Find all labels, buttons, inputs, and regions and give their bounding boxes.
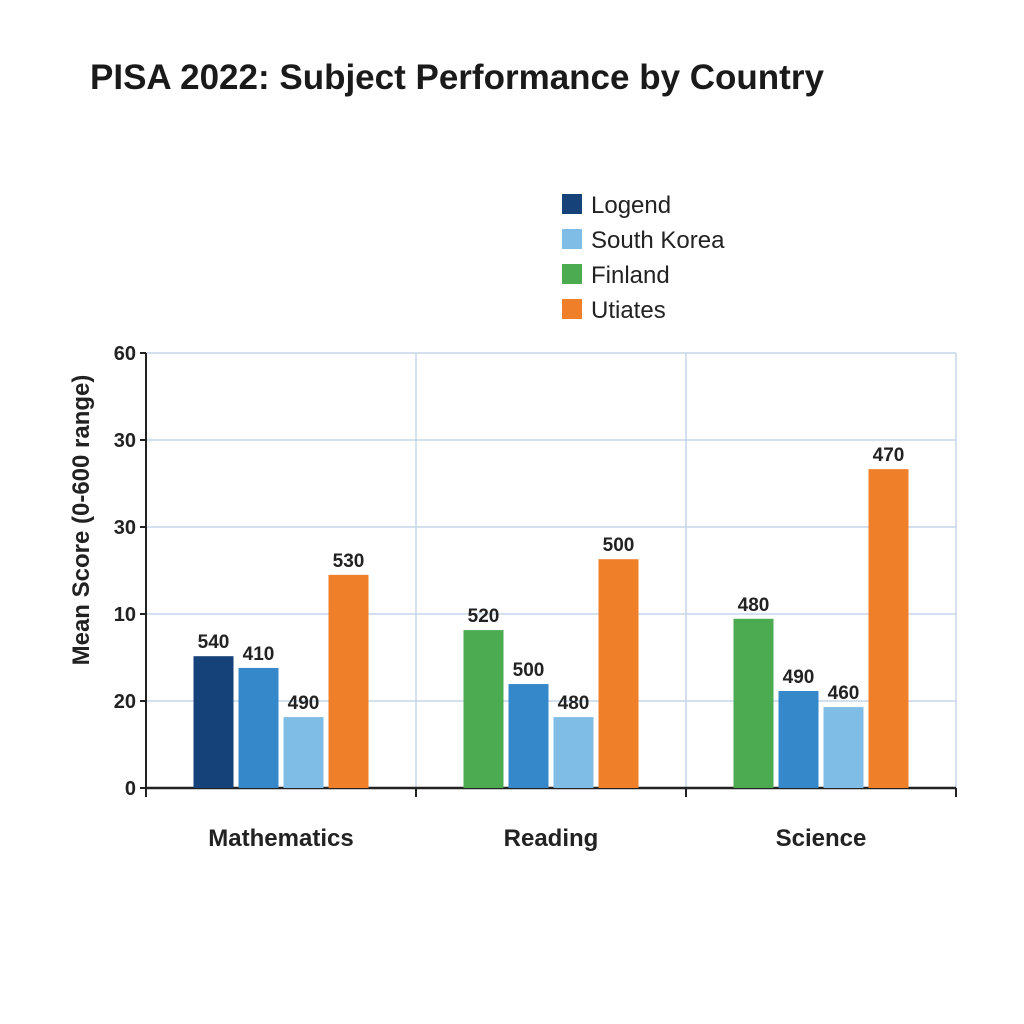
y-tick-label: 30 <box>114 430 136 452</box>
data-label: 410 <box>243 644 275 665</box>
data-label: 540 <box>198 632 230 653</box>
y-tick-label: 10 <box>114 604 136 626</box>
legend-label: Utiates <box>591 297 666 324</box>
bar-science <box>823 707 864 788</box>
bar-science <box>778 690 819 788</box>
legend-label: Logend <box>591 192 671 219</box>
x-category-label: Mathematics <box>208 825 353 852</box>
bar-science <box>733 618 774 788</box>
data-label: 460 <box>828 683 860 704</box>
bar-reading <box>463 630 504 788</box>
bar-reading <box>508 684 549 788</box>
data-label: 490 <box>783 667 815 688</box>
legend-swatch <box>562 299 582 319</box>
bar-reading <box>553 717 594 788</box>
bar-science <box>868 469 909 788</box>
data-label: 480 <box>738 595 770 616</box>
bar-reading <box>598 559 639 788</box>
legend-swatch <box>562 264 582 284</box>
legend-swatch <box>562 229 582 249</box>
y-tick-label: 30 <box>114 517 136 539</box>
data-label: 500 <box>513 660 545 681</box>
data-label: 520 <box>468 606 500 627</box>
data-label: 500 <box>603 535 635 556</box>
bar-mathematics <box>193 656 234 788</box>
y-axis-label: Mean Score (0-600 range) <box>68 375 95 666</box>
bar-mathematics <box>328 574 369 788</box>
data-label: 530 <box>333 551 365 572</box>
data-label: 480 <box>558 693 590 714</box>
y-tick-label: 0 <box>125 778 136 800</box>
data-label: 470 <box>873 445 905 466</box>
chart-title: PISA 2022: Subject Performance by Countr… <box>90 58 824 97</box>
x-category-label: Science <box>776 825 867 852</box>
bar-mathematics <box>238 667 279 788</box>
bar-mathematics <box>283 717 324 788</box>
legend-label: Finland <box>591 262 670 289</box>
x-category-label: Reading <box>504 825 599 852</box>
y-tick-label: 20 <box>114 691 136 713</box>
legend-swatch <box>562 194 582 214</box>
y-tick-label: 60 <box>114 343 136 365</box>
data-label: 490 <box>288 693 320 714</box>
legend-label: South Korea <box>591 227 725 254</box>
